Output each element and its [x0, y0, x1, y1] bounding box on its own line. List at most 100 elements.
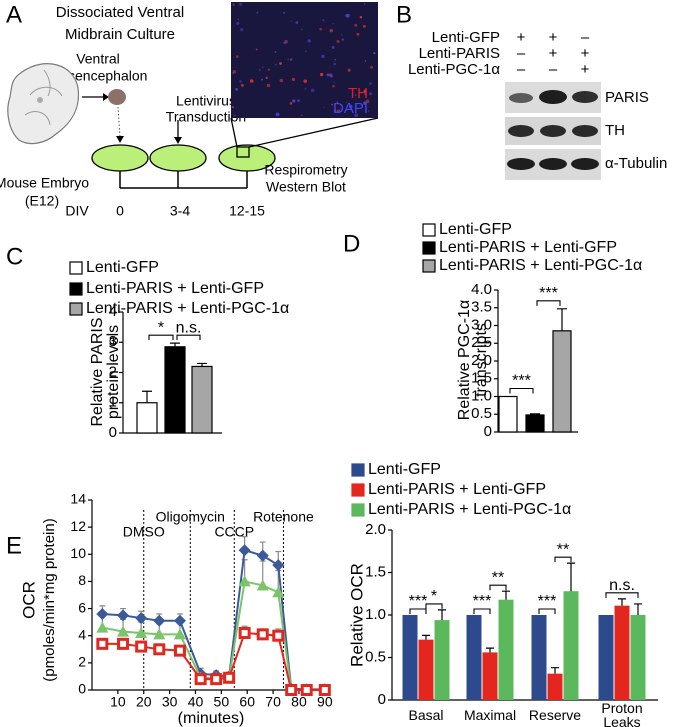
source-label: Mouse Embryo — [0, 175, 89, 191]
marker — [318, 684, 331, 696]
legend-label: Lenti-PARIS + Lenti-GFP — [439, 239, 617, 256]
micrograph-cell — [290, 20, 292, 22]
legend-label: Lenti-PARIS + Lenti-GFP — [368, 481, 546, 498]
marker — [210, 673, 223, 686]
micrograph-cell — [348, 104, 353, 109]
micrograph-cell — [291, 77, 296, 82]
arrowhead — [174, 137, 182, 144]
bar — [614, 605, 630, 700]
micrograph-cell — [262, 66, 264, 68]
legend-swatch — [351, 483, 365, 497]
x-tick-label-box: Maximal — [464, 708, 516, 722]
source-label: (E12) — [25, 193, 59, 209]
series-line — [102, 548, 325, 691]
significance-bracket — [176, 334, 201, 341]
blot-band — [571, 158, 599, 170]
error-bar — [486, 647, 494, 653]
significance-label: *** — [539, 285, 558, 302]
micrograph-cell — [373, 51, 376, 55]
micrograph-cell — [370, 65, 374, 69]
panel-label: B — [396, 1, 412, 28]
micrograph-cell — [323, 106, 325, 108]
y-tick-label: 2 — [78, 654, 86, 670]
marker — [272, 559, 285, 572]
y-tick-label: 0.5 — [471, 405, 492, 422]
y-tick-label: 0 — [109, 424, 117, 441]
micrograph-cell — [282, 41, 285, 44]
micrograph-cell — [249, 79, 254, 83]
condition-sign: – — [549, 61, 558, 78]
significance-label: n.s. — [176, 319, 202, 336]
significance-label: ** — [557, 541, 569, 558]
legend-swatch — [422, 223, 436, 237]
significance-bracket — [509, 387, 534, 394]
legend-label: Lenti-PARIS + Lenti-GFP — [86, 280, 264, 297]
y-tick-label: 0 — [378, 691, 386, 708]
marker — [173, 614, 186, 627]
timeline: DIV 0 3-4 12-15 — [65, 171, 265, 219]
bar — [164, 346, 186, 434]
marker — [256, 579, 269, 591]
micrograph-cell — [321, 54, 325, 59]
panel-label: A — [6, 1, 22, 28]
event-label: Rotenone — [253, 509, 314, 525]
micrograph-cell — [333, 62, 336, 66]
marker — [96, 637, 109, 650]
marker — [238, 544, 251, 557]
band-label: PARIS — [605, 89, 649, 106]
timeline-point: 12-15 — [229, 203, 265, 219]
micrograph-cell — [326, 73, 330, 77]
dissociation-line — [117, 106, 121, 138]
bar — [552, 330, 572, 433]
bar — [191, 365, 213, 434]
micrograph-cell — [334, 59, 336, 61]
micrograph-cell — [232, 69, 237, 74]
marker — [135, 612, 148, 625]
embryo-detail — [24, 69, 63, 126]
arrowhead — [103, 93, 109, 101]
significance-bracket — [536, 300, 561, 306]
micrograph-cell — [287, 58, 290, 61]
y-tick-label: 4.0 — [471, 281, 492, 298]
marker — [153, 614, 166, 627]
x-tick-label-box: Reserve — [529, 708, 581, 722]
event-label: CCCP — [214, 524, 254, 540]
micrograph-cell — [364, 60, 367, 62]
y-axis-label: (pmoles/min*mg protein) — [41, 518, 58, 681]
y-tick-label: 2 — [109, 363, 117, 380]
micrograph-cell — [336, 39, 340, 44]
micrograph-cell — [289, 102, 293, 105]
significance-bracket — [538, 608, 556, 614]
significance-bracket — [409, 608, 427, 614]
significance-label: ** — [492, 569, 504, 586]
condition-sign: + — [549, 29, 558, 46]
micrograph-cell — [320, 72, 324, 77]
blot-band — [539, 158, 567, 170]
y-axis-label: OCR — [19, 581, 38, 619]
x-tick-label: Basal — [408, 706, 444, 723]
stain-label: DAPI — [333, 100, 368, 117]
x-tick-label: 70 — [265, 694, 281, 710]
marker — [238, 627, 251, 639]
y-tick-label: 4 — [109, 303, 117, 320]
y-axis-label: transcripts — [473, 323, 490, 397]
dish — [91, 144, 149, 172]
bar — [630, 615, 646, 700]
y-tick-label: 0 — [78, 681, 86, 697]
panel-label: E — [6, 532, 22, 559]
condition-sign: + — [549, 45, 558, 62]
timeline-point: 0 — [116, 203, 124, 219]
error-bar — [438, 609, 446, 621]
zoom-box — [236, 146, 250, 158]
y-tick-label: 3.5 — [471, 299, 492, 316]
marker — [153, 628, 166, 640]
micrograph-cell — [369, 92, 373, 96]
timeline-label: DIV — [65, 203, 89, 219]
x-tick-label: 20 — [136, 694, 152, 710]
band-label: TH — [605, 122, 625, 139]
micrograph-cell — [329, 28, 334, 33]
micrograph-cell — [364, 93, 366, 96]
marker — [96, 608, 109, 620]
micrograph-cell — [363, 3, 366, 5]
